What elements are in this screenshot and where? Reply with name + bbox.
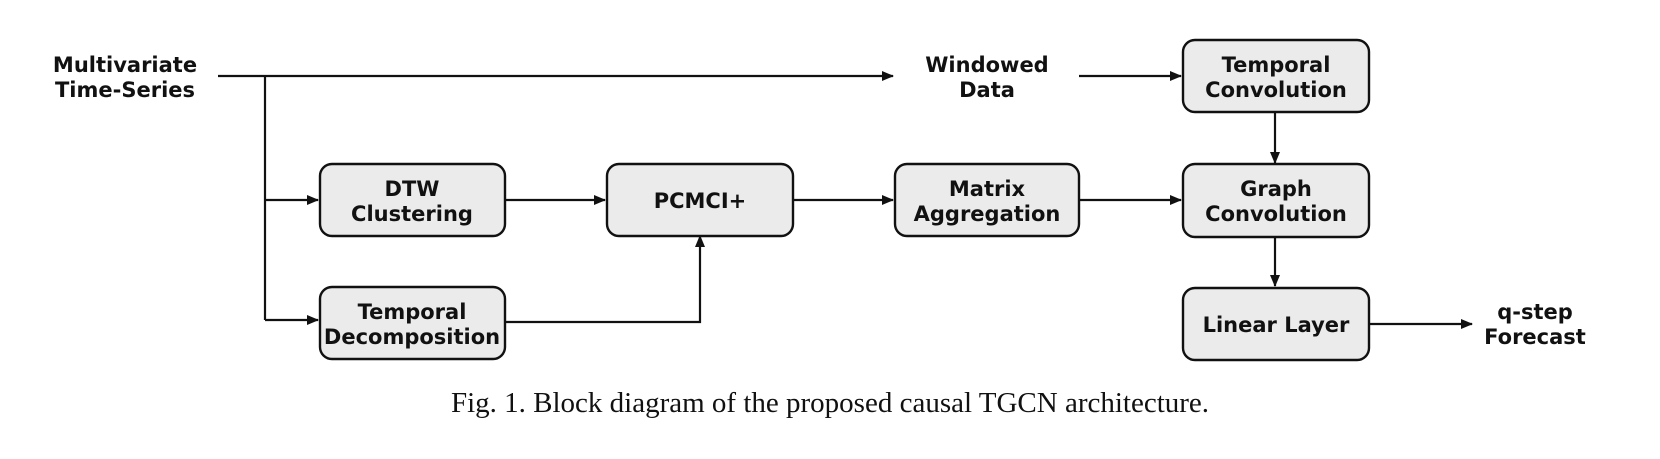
temporal-decomposition-label-line2: Decomposition — [324, 325, 500, 349]
graph-convolution-label-line2: Convolution — [1205, 202, 1347, 226]
figure-caption: Fig. 1. Block diagram of the proposed ca… — [450, 387, 1210, 419]
temporal-decomposition-label-line1: Temporal — [358, 300, 467, 324]
forecast-label-line1: q-step — [1497, 300, 1573, 324]
linear-layer-box — [1181, 286, 1371, 362]
graph-convolution-box — [1181, 162, 1371, 239]
temporal-decomposition-box — [318, 285, 507, 361]
temporal-convolution-box — [1181, 38, 1371, 114]
matrix-aggregation-box — [893, 162, 1081, 238]
edges — [218, 71, 1473, 329]
boxes — [318, 38, 1371, 362]
forecast-label-line2: Forecast — [1484, 325, 1586, 349]
matrix-aggregation-label-line2: Aggregation — [914, 202, 1061, 226]
matrix-aggregation-label-line1: Matrix — [949, 177, 1026, 201]
edge-decomposition-to-pcmci — [505, 235, 705, 324]
labels: Multivariate Time-Series Windowed Data T… — [53, 53, 1586, 349]
dtw-clustering-label-line2: Clustering — [351, 202, 473, 226]
linear-layer-label: Linear Layer — [1203, 313, 1350, 337]
pcmci-label: PCMCI+ — [654, 189, 747, 213]
windowed-label-line1: Windowed — [925, 53, 1048, 77]
dtw-clustering-label-line1: DTW — [385, 177, 440, 201]
windowed-label-line2: Data — [959, 78, 1015, 102]
multivariate-label-line1: Multivariate — [53, 53, 197, 77]
multivariate-label-line2: Time-Series — [55, 78, 195, 102]
temporal-convolution-label-line1: Temporal — [1222, 53, 1331, 77]
dtw-clustering-box — [318, 162, 507, 238]
temporal-convolution-label-line2: Convolution — [1205, 78, 1347, 102]
graph-convolution-label-line1: Graph — [1240, 177, 1312, 201]
pcmci-box — [605, 162, 795, 238]
